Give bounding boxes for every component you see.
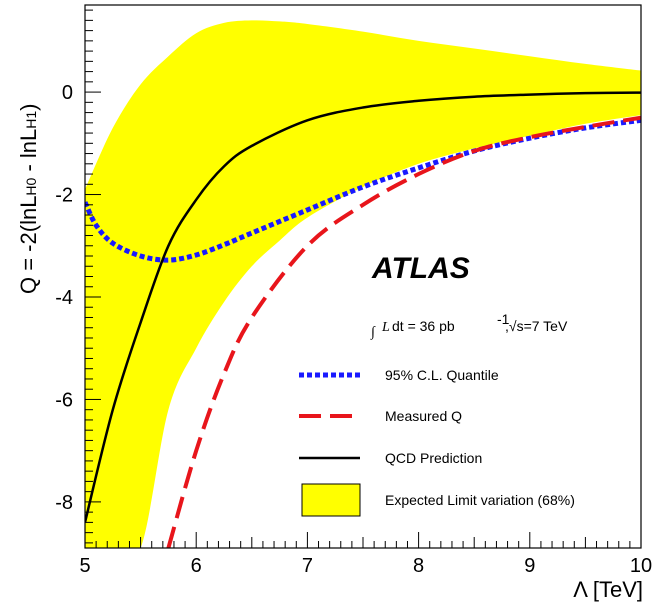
y-tick-label: 0 bbox=[62, 82, 73, 104]
legend: 95% C.L. Quantile Measured Q QCD Predict… bbox=[299, 367, 575, 517]
series-measured-line bbox=[166, 115, 641, 548]
y-axis-title: Q = -2(lnLH0 - lnLH1) bbox=[16, 104, 41, 295]
x-tick-label: 10 bbox=[630, 555, 652, 577]
band-area bbox=[85, 20, 641, 548]
band-layer bbox=[85, 20, 641, 548]
x-axis-title: Λ [TeV] bbox=[573, 577, 643, 602]
luminosity-label: ∫ L dt = 36 pb -1 ,√s=7 TeV bbox=[370, 311, 568, 340]
y-tick-label: -2 bbox=[55, 185, 73, 207]
atlas-label: ATLAS bbox=[371, 252, 470, 285]
x-tick-label: 5 bbox=[79, 555, 90, 577]
legend-label-qcd: QCD Prediction bbox=[385, 450, 482, 466]
y-axis-title-group: Q = -2(lnLH0 - lnLH1) bbox=[16, 104, 41, 295]
lumi-integral: ∫ bbox=[370, 325, 376, 340]
axes-layer: 5 6 7 8 9 10 -8 -6 -4 -2 0 bbox=[55, 4, 652, 577]
series-layer bbox=[85, 91, 641, 548]
x-tick-label: 6 bbox=[191, 555, 202, 577]
lumi-dt: dt = 36 pb bbox=[392, 318, 455, 334]
legend-label-band: Expected Limit variation (68%) bbox=[385, 492, 575, 508]
lumi-L: L bbox=[381, 320, 390, 335]
series-qcd-line bbox=[85, 91, 641, 523]
legend-label-measured: Measured Q bbox=[385, 408, 462, 424]
legend-label-quantile: 95% C.L. Quantile bbox=[385, 367, 499, 383]
x-tick-label: 9 bbox=[524, 555, 535, 577]
y-tick-label: -6 bbox=[55, 389, 73, 411]
y-tick-label: -8 bbox=[55, 492, 73, 514]
legend-swatch-band bbox=[301, 483, 361, 517]
lumi-exp: -1 bbox=[497, 311, 510, 327]
y-tick-label: -4 bbox=[55, 287, 73, 309]
lumi-energy: ,√s=7 TeV bbox=[505, 318, 568, 334]
x-tick-label: 7 bbox=[302, 555, 313, 577]
x-tick-label: 8 bbox=[413, 555, 424, 577]
